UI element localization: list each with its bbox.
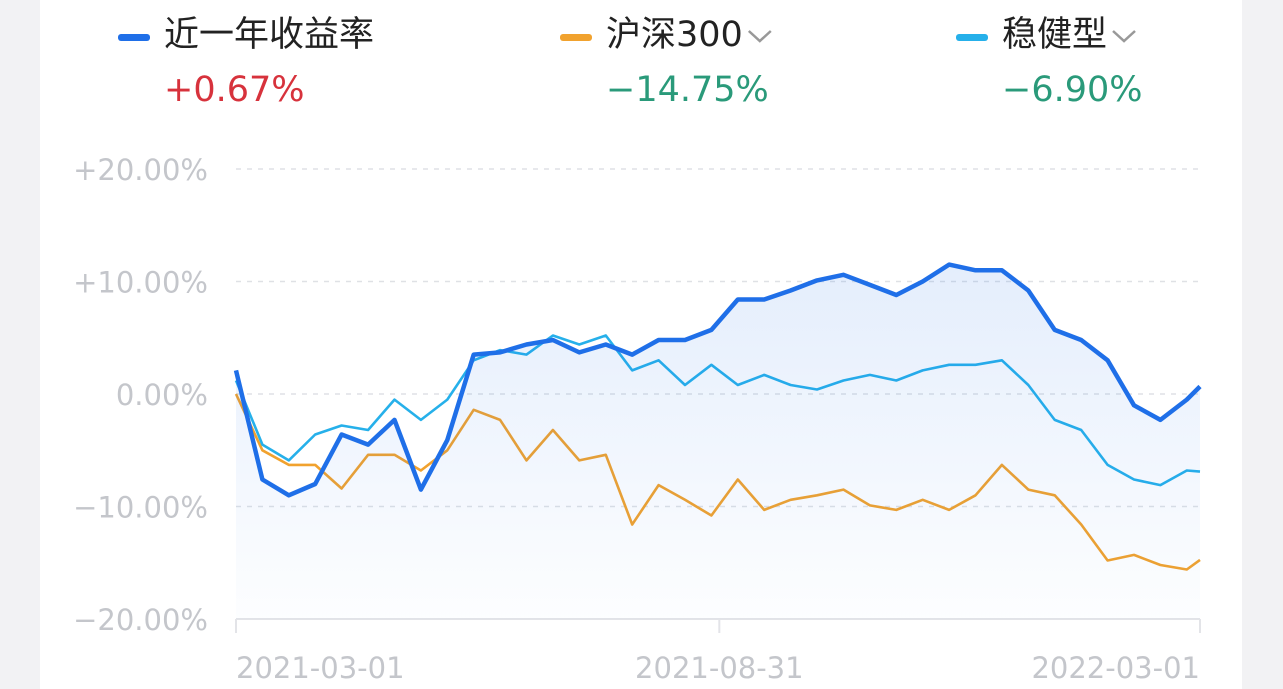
change-value: −6.90%	[1002, 70, 1143, 110]
legend-label: 稳健型	[1002, 15, 1107, 55]
x-tick-label: 2021-08-31	[635, 651, 804, 685]
legend-swatch	[956, 34, 988, 41]
legend-label: 沪深300	[606, 15, 743, 55]
y-tick-label: +10.00%	[73, 266, 208, 300]
change-value: +0.67%	[164, 70, 305, 110]
change-value: −14.75%	[606, 70, 769, 110]
series-line	[233, 262, 1202, 498]
legend-swatch	[560, 34, 592, 41]
dropdown-icon[interactable]	[747, 30, 772, 43]
x-tick-label: 2021-03-01	[236, 651, 405, 685]
legend-label: 近一年收益率	[164, 15, 374, 55]
dropdown-icon[interactable]	[1112, 30, 1136, 43]
x-tick-label: 2022-03-01	[1031, 651, 1200, 685]
legend-swatch	[118, 34, 150, 41]
y-tick-label: 0.00%	[116, 378, 208, 412]
y-tick-label: −10.00%	[73, 491, 208, 525]
y-tick-label: −20.00%	[73, 603, 208, 637]
y-tick-label: +20.00%	[73, 153, 208, 187]
series-area	[236, 264, 1200, 619]
